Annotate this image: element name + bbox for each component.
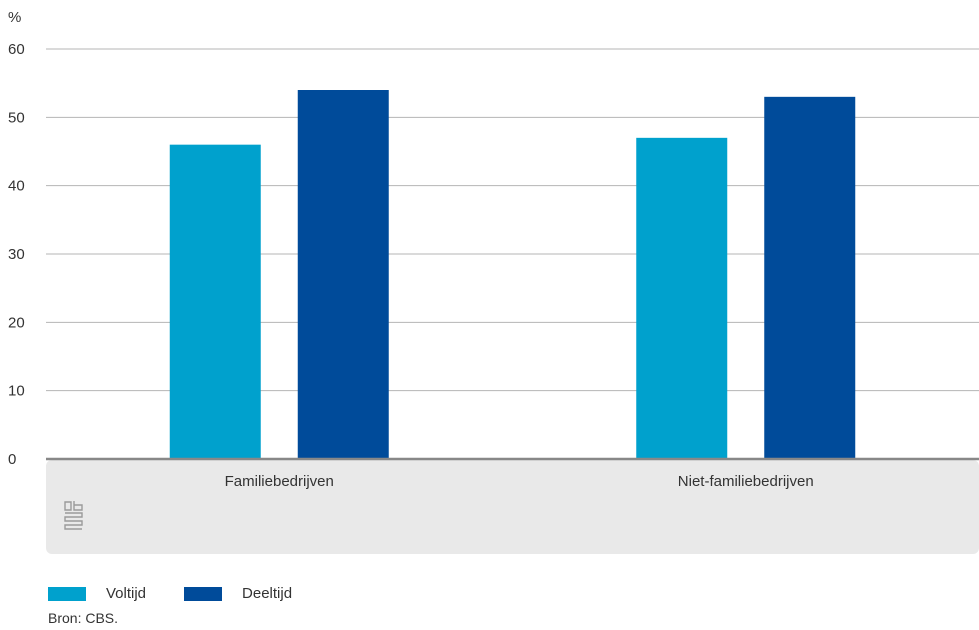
bars [169, 90, 856, 460]
y-tick-label: 60 [8, 41, 25, 58]
cbs-logo-icon [63, 500, 85, 535]
legend-item-deeltijd: Deeltijd [184, 585, 292, 602]
y-tick-label: 10 [8, 383, 25, 400]
y-tick-label: 50 [8, 109, 25, 126]
legend-swatch-deeltijd [184, 586, 223, 601]
category-label: Familiebedrijven [225, 473, 334, 490]
bar-voltijd-niet-familiebedrijven [636, 137, 728, 460]
category-label: Niet-familiebedrijven [678, 473, 814, 490]
y-tick-label: 40 [8, 178, 25, 195]
y-axis-ticks: 0 10 20 30 40 50 60 [8, 41, 25, 468]
legend-item-voltijd: Voltijd [48, 585, 146, 602]
y-tick-label: 0 [8, 451, 16, 468]
category-labels: Familiebedrijven Niet-familiebedrijven [225, 473, 814, 490]
y-tick-label: 30 [8, 246, 25, 263]
category-axis-band [46, 460, 979, 554]
y-tick-label: 20 [8, 314, 25, 331]
legend-label-voltijd: Voltijd [106, 585, 147, 602]
source-note: Bron: CBS. [48, 610, 119, 626]
legend-swatch-voltijd [48, 586, 86, 601]
legend: Voltijd Deeltijd [48, 585, 330, 602]
bar-deeltijd-familiebedrijven [297, 90, 389, 459]
bar-deeltijd-niet-familiebedrijven [764, 96, 856, 459]
legend-label-deeltijd: Deeltijd [242, 585, 293, 602]
bar-voltijd-familiebedrijven [169, 144, 261, 459]
y-axis-unit-label: % [8, 9, 21, 26]
